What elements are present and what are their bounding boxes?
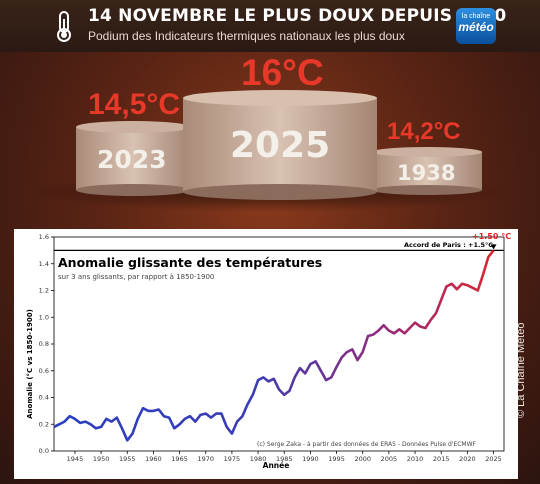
header-bar: 14 NOVEMBRE LE PLUS DOUX DEPUIS 1930 Pod… — [0, 0, 540, 52]
logo-top-text: la chaîne — [461, 13, 491, 20]
y-tick-label: 1.0 — [39, 313, 49, 321]
latest-value-marker — [490, 244, 497, 250]
y-tick-label: 1.2 — [39, 287, 49, 295]
copyright-text: © La Chaîne Météo — [515, 322, 527, 418]
third-place-year: 1938 — [397, 161, 456, 185]
podium-first-block — [183, 90, 377, 200]
x-tick-label: 2010 — [407, 455, 424, 463]
paris-agreement-label: Accord de Paris : +1.5°C — [404, 241, 493, 249]
chart-ticks: 1945 1950 1955 1960 1965 1970 1975 1980 1985 1990… — [39, 233, 502, 463]
podium-second-block — [76, 121, 190, 196]
y-axis-label: Anomalie (°C vs 1850-1900) — [26, 309, 34, 419]
x-tick-label: 2020 — [459, 455, 476, 463]
x-tick-label: 1995 — [328, 455, 345, 463]
x-tick-label: 2025 — [485, 455, 502, 463]
x-tick-label: 1990 — [302, 455, 319, 463]
first-place-year: 2025 — [230, 125, 331, 166]
y-tick-label: 0.6 — [39, 367, 49, 375]
y-tick-label: 1.6 — [39, 233, 49, 241]
chart-panel: 1945 1950 1955 1960 1965 1970 1975 1980 1985 1990… — [14, 229, 518, 479]
x-tick-label: 1975 — [224, 455, 241, 463]
second-place-value: 14,5°C — [88, 88, 181, 121]
x-tick-label: 1955 — [119, 455, 136, 463]
y-tick-label: 0.8 — [39, 340, 49, 348]
y-tick-label: 0.2 — [39, 420, 49, 428]
x-tick-label: 2000 — [354, 455, 371, 463]
chart-subtitle: sur 3 ans glissants, par rapport à 1850-… — [58, 273, 214, 281]
y-tick-label: 1.4 — [39, 260, 49, 268]
x-tick-label: 1980 — [250, 455, 267, 463]
x-tick-label: 1945 — [67, 455, 84, 463]
anomaly-series-line — [53, 249, 495, 442]
x-tick-label: 1970 — [197, 455, 214, 463]
y-tick-label: 0.4 — [39, 394, 49, 402]
x-tick-label: 2015 — [433, 455, 450, 463]
x-tick-label: 1985 — [276, 455, 293, 463]
copyright-vertical: © La Chaîne Météo — [515, 322, 527, 418]
logo-main-text: météo — [458, 20, 494, 34]
chart-title: Anomalie glissante des températures — [58, 255, 322, 270]
y-tick-label: 0.0 — [39, 447, 49, 455]
podium-third-block — [372, 147, 482, 195]
page-title: 14 NOVEMBRE LE PLUS DOUX DEPUIS 1930 — [88, 6, 507, 26]
x-tick-label: 1965 — [171, 455, 188, 463]
latest-value-annotation: +1.50 °C — [472, 232, 511, 241]
chart-credit: (c) Serge Zaka - à partir des données de… — [257, 441, 477, 448]
brand-logo: la chaîne météo — [456, 8, 496, 44]
thermometer-icon — [57, 11, 71, 42]
x-tick-label: 1950 — [93, 455, 110, 463]
podium-graphic — [30, 90, 510, 212]
x-axis-label: Année — [263, 461, 290, 470]
x-tick-label: 1960 — [145, 455, 162, 463]
first-place-value: 16°C — [241, 52, 324, 93]
temperature-anomaly-chart: 1945 1950 1955 1960 1965 1970 1975 1980 1985 1990… — [26, 232, 511, 470]
second-place-year: 2023 — [97, 145, 167, 174]
x-tick-label: 2005 — [381, 455, 398, 463]
page-subtitle: Podium des Indicateurs thermiques nation… — [88, 29, 405, 43]
third-place-value: 14,2°C — [387, 118, 461, 145]
